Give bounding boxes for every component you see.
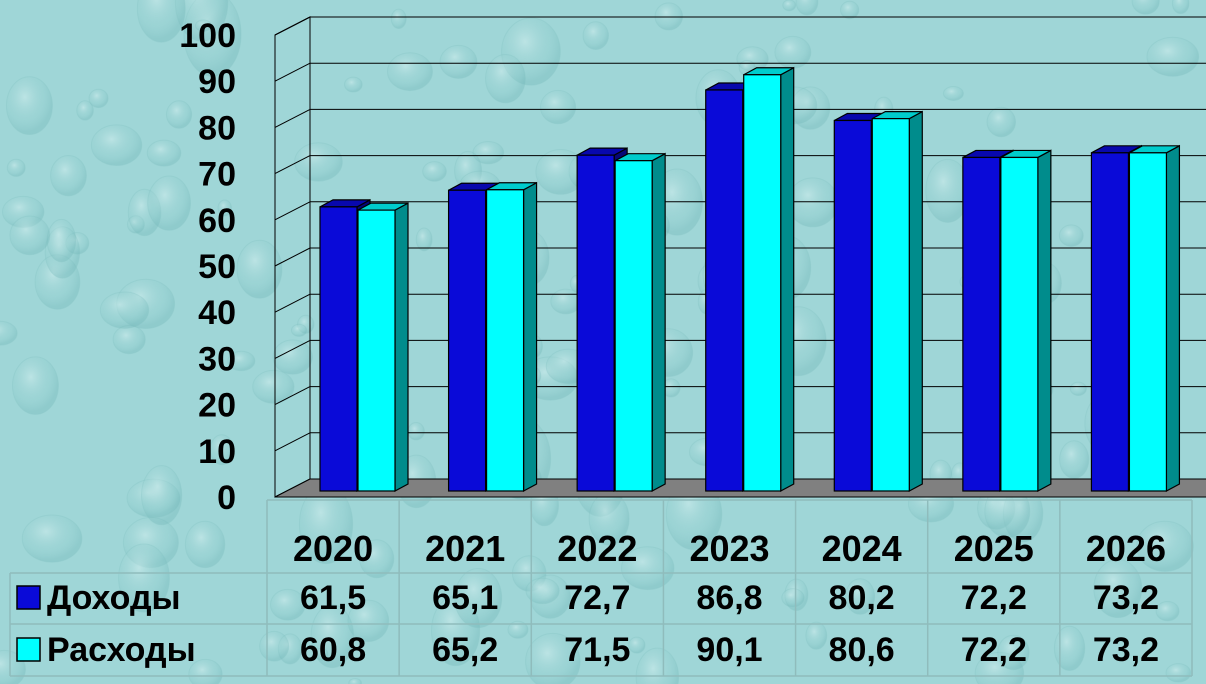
data-label: 90,1 (696, 631, 762, 669)
bar-rashody-2023 (743, 66, 795, 493)
bar-side (394, 202, 409, 493)
y-tick-label: 30 (198, 340, 236, 378)
data-label: 65,1 (432, 579, 498, 617)
bar-front (576, 154, 615, 492)
bar-front (614, 160, 653, 492)
bar-front (447, 189, 487, 492)
bar-side (522, 181, 538, 493)
gridline-side (274, 432, 311, 452)
bar-rashody-2020 (357, 202, 409, 493)
data-label: 86,8 (696, 579, 762, 617)
gridline-side (274, 247, 311, 267)
bar-front (962, 156, 1001, 492)
y-tick-label: 40 (198, 294, 236, 332)
data-label: 61,5 (300, 579, 366, 617)
y-tick-label: 60 (198, 202, 236, 240)
bar-front (357, 209, 396, 492)
bar-front (485, 189, 525, 492)
y-axis-labels: 0 10 20 30 40 50 60 70 80 90 100 (179, 17, 236, 517)
y-tick-label: 0 (217, 479, 236, 517)
gridline-side (274, 155, 311, 175)
legend-swatch (16, 637, 41, 662)
gridline-side (274, 201, 311, 221)
bar-side (1037, 149, 1052, 493)
y-tick-label: 100 (179, 17, 236, 55)
bar-front (1000, 156, 1039, 492)
gridline-side (274, 386, 311, 406)
bar-front (705, 89, 744, 492)
x-tick-label: 2025 (954, 528, 1034, 569)
data-label: 72,2 (961, 579, 1027, 617)
bar-front (1128, 152, 1168, 492)
bar-front (743, 74, 782, 492)
x-tick-label: 2024 (822, 528, 902, 569)
x-tick-label: 2021 (425, 528, 505, 569)
x-tick-label: 2023 (689, 528, 769, 569)
data-label: 72,2 (961, 631, 1027, 669)
legend-label: Расходы (47, 631, 196, 669)
y-tick-label: 80 (198, 109, 236, 147)
bar-rashody-2022 (614, 152, 666, 493)
bar-rashody-2026 (1128, 144, 1181, 493)
bar-side (780, 66, 795, 493)
data-label: 73,2 (1093, 631, 1159, 669)
y-tick-label: 90 (198, 63, 236, 101)
data-label: 80,2 (829, 579, 895, 617)
bar-side (651, 152, 666, 493)
data-table: 2020 2021 2022 2023 2024 2025 2026 Доходы 61,5 65… (9, 499, 1193, 677)
bar-front (871, 118, 910, 492)
x-tick-label: 2020 (293, 528, 373, 569)
gridline-side (274, 293, 311, 313)
gridline-side (274, 62, 311, 82)
data-label: 80,6 (829, 631, 895, 669)
y-tick-label: 10 (198, 433, 236, 471)
y-tick-label: 70 (198, 156, 236, 194)
gridline-side (274, 108, 311, 128)
bar-rashody-2025 (1000, 149, 1052, 493)
legend-label: Доходы (47, 579, 181, 617)
y-tick-label: 20 (198, 387, 236, 425)
bar-rashody-2024 (871, 110, 923, 493)
gridline-side (274, 16, 311, 36)
data-label: 72,7 (564, 579, 630, 617)
bar-front (319, 206, 358, 492)
bar-side (1165, 144, 1181, 493)
bar-rashody-2021 (485, 181, 538, 493)
bars (319, 66, 1181, 493)
gridline-side (274, 339, 311, 359)
bar-side (908, 110, 923, 493)
y-tick-label: 50 (198, 248, 236, 286)
data-label: 71,5 (564, 631, 630, 669)
data-label: 65,2 (432, 631, 498, 669)
x-tick-label: 2026 (1086, 528, 1166, 569)
x-tick-label: 2022 (557, 528, 637, 569)
bar-front (833, 119, 872, 492)
legend-swatch (16, 585, 41, 610)
bar-front (1090, 152, 1130, 492)
data-label: 60,8 (300, 631, 366, 669)
data-label: 73,2 (1093, 579, 1159, 617)
